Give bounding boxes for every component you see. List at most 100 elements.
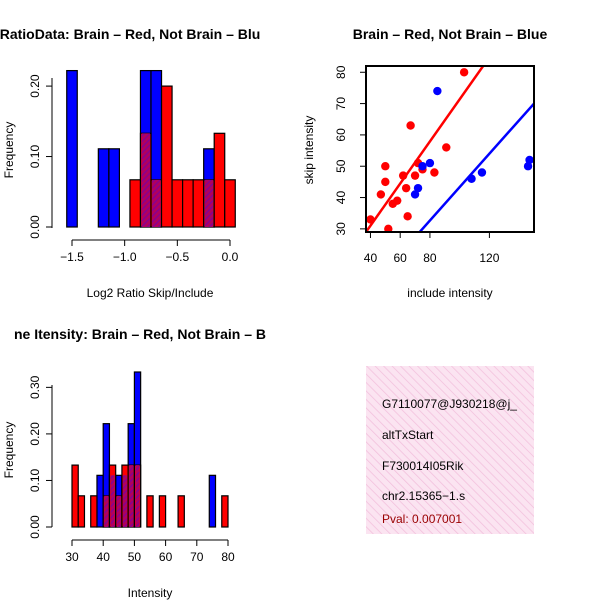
- intensity-histogram-panel: ne Itensity: Brain – Red, Not Brain – B …: [2, 326, 266, 600]
- scatter-title: Brain – Red, Not Brain – Blue: [353, 26, 548, 42]
- bar-not-brain-7: [208, 474, 217, 528]
- x-tick-label-1: 40: [97, 550, 111, 564]
- point-brain-16: [459, 68, 469, 77]
- point-brain-4: [384, 224, 393, 231]
- intensity-histogram-title: ne Itensity: Brain – Red, Not Brain – B: [14, 326, 266, 342]
- ratio-x-axis-label: Log2 Ratio Skip/Include: [87, 286, 214, 300]
- bar-brain-0: [71, 464, 79, 528]
- scatter-fit-lines: [367, 67, 533, 231]
- bar-brain-6: [192, 179, 205, 228]
- scatter-points: [367, 68, 533, 231]
- scatter-y-tick-label-5: 80: [334, 65, 348, 79]
- bar-brain-10: [158, 495, 167, 528]
- scatter-y-tick-label-1: 40: [334, 191, 348, 205]
- bar-overlap-1: [110, 475, 115, 527]
- info-event-id: chr2.15365−1.s: [382, 489, 465, 503]
- scatter-x-axis-label: include intensity: [407, 286, 492, 300]
- ratio-histogram-title: RatioData: Brain – Red, Not Brain – Blu: [0, 26, 260, 42]
- point-brain-7: [398, 171, 408, 180]
- bar-brain-11: [177, 495, 185, 528]
- bar-overlap-0: [104, 495, 109, 527]
- point-brain-10: [406, 121, 415, 130]
- bar-not-brain-1: [97, 148, 110, 228]
- point-not-brain-0: [410, 190, 420, 199]
- point-brain-11: [410, 171, 420, 180]
- bar-brain-9: [224, 179, 236, 228]
- x-tick-label-2: −0.5: [165, 250, 189, 264]
- point-not-brain-3: [425, 158, 435, 168]
- point-not-brain-8: [525, 155, 533, 165]
- x-tick-label-3: 0.0: [222, 250, 239, 264]
- point-brain-1: [376, 190, 386, 199]
- point-brain-0: [367, 215, 375, 224]
- info-event-type: altTxStart: [382, 428, 434, 442]
- bar-not-brain-2: [108, 148, 121, 228]
- point-brain-15: [442, 143, 451, 152]
- x-tick-label-3: 60: [159, 550, 173, 564]
- intensity-axis-ticks: 30 40 50 60 70 80 0.00 0.10 0.20 0.30: [28, 375, 235, 564]
- scatter-axis-ticks: 40 60 80 120 30 40 50 60 70 80: [334, 65, 500, 265]
- bar-brain-8: [213, 132, 226, 228]
- ratio-histogram-panel: RatioData: Brain – Red, Not Brain – Blu …: [0, 26, 260, 300]
- bar-overlap-1: [152, 179, 161, 227]
- x-tick-label-0: −1.5: [60, 250, 84, 264]
- bar-overlap-3: [122, 475, 128, 527]
- intensity-scatter-panel: Brain – Red, Not Brain – Blue 40 60 80 120 3…: [302, 26, 548, 300]
- x-tick-label-1: −1.0: [113, 250, 137, 264]
- bar-not-brain-0: [66, 69, 78, 228]
- scatter-x-tick-label-2: 80: [423, 251, 437, 265]
- bar-not-brain-0: [96, 474, 104, 528]
- fit-line-not-brain: [418, 102, 533, 231]
- intensity-x-axis-label: Intensity: [128, 586, 173, 600]
- y-tick-label-1: 0.10: [28, 468, 42, 492]
- y-tick-label-2: 0.20: [28, 422, 42, 446]
- point-not-brain-6: [477, 168, 487, 177]
- point-brain-14: [430, 168, 439, 177]
- info-gene-id: G7110077@J930218@j_: [382, 397, 517, 411]
- point-brain-9: [403, 212, 412, 221]
- y-tick-label-3: 0.30: [28, 375, 42, 399]
- bar-brain-4: [171, 179, 184, 228]
- y-tick-label-2: 0.20: [28, 74, 42, 98]
- point-brain-3: [381, 162, 390, 171]
- intensity-histogram-bars: [71, 371, 229, 528]
- bar-brain-5: [182, 179, 194, 228]
- scatter-x-tick-label-1: 60: [394, 251, 408, 265]
- scatter-y-axis-label: skip intensity: [302, 116, 316, 185]
- ratio-axis-ticks: −1.5 −1.0 −0.5 0.0 0.00 0.10 0.20: [28, 74, 239, 264]
- point-brain-2: [381, 177, 390, 187]
- intensity-y-axis-label: Frequency: [2, 422, 16, 479]
- point-not-brain-4: [433, 86, 442, 96]
- scatter-y-tick-label-3: 60: [334, 128, 348, 142]
- scatter-y-tick-label-0: 30: [334, 222, 348, 236]
- bar-overlap-5: [135, 465, 140, 527]
- bar-brain-0: [129, 179, 142, 228]
- info-gene-name: F730014I05Rik: [382, 459, 464, 473]
- y-tick-label-1: 0.10: [28, 145, 42, 169]
- point-not-brain-2: [418, 162, 427, 171]
- info-pval: Pval: 0.007001: [382, 512, 462, 526]
- point-not-brain-7: [523, 162, 533, 171]
- bar-brain-9: [146, 495, 154, 528]
- bar-overlap-2: [116, 495, 121, 527]
- bar-overlap-0: [141, 133, 150, 227]
- x-tick-label-4: 70: [190, 550, 204, 564]
- scatter-y-tick-label-4: 70: [334, 97, 348, 111]
- x-tick-label-5: 80: [221, 550, 235, 564]
- bar-overlap-2: [204, 179, 214, 227]
- scatter-y-tick-label-2: 50: [334, 159, 348, 173]
- bar-overlap-4: [129, 465, 134, 527]
- x-tick-label-0: 30: [65, 550, 79, 564]
- scatter-x-tick-label-0: 40: [364, 251, 378, 265]
- x-tick-label-2: 50: [128, 550, 142, 564]
- info-box-background: [366, 366, 534, 534]
- bar-brain-12: [221, 495, 229, 528]
- scatter-x-tick-label-3: 120: [479, 251, 499, 265]
- ratio-histogram-bars: [66, 69, 236, 228]
- bar-brain-2: [90, 495, 98, 528]
- scatter-plot-box: [365, 65, 535, 233]
- bar-brain-1: [77, 495, 86, 528]
- point-not-brain-1: [413, 183, 423, 193]
- ratio-y-axis-label: Frequency: [2, 122, 16, 179]
